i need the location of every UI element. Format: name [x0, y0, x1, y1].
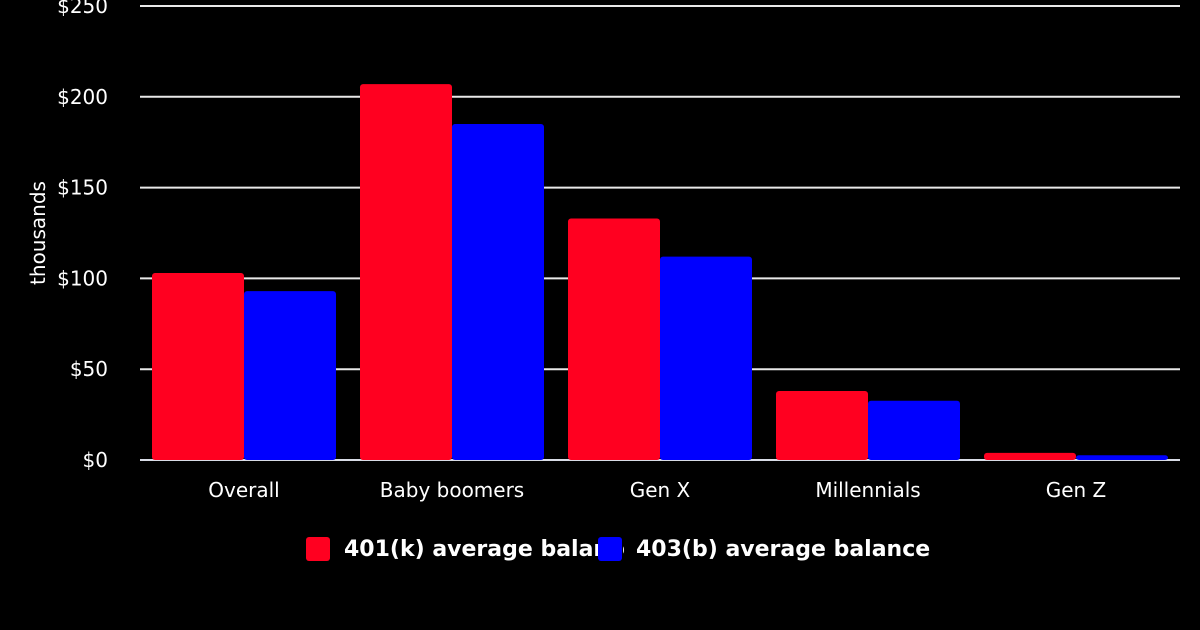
x-tick-label: Baby boomers	[380, 478, 524, 502]
bar-401k	[776, 390, 868, 460]
x-tick-label: Millennials	[815, 478, 920, 502]
y-tick-label: $250	[57, 0, 108, 18]
legend-swatch-403b	[598, 537, 622, 561]
bar-401k	[360, 84, 452, 460]
legend-swatch-401k	[306, 537, 330, 561]
y-tick-label: $150	[57, 176, 108, 200]
x-tick-label: Gen Z	[1046, 478, 1107, 502]
x-tick-label: Gen X	[630, 478, 691, 502]
bar-403b	[868, 400, 960, 460]
y-tick-label: $100	[57, 266, 108, 290]
bar-403b	[1076, 455, 1168, 460]
bar-401k	[568, 218, 660, 460]
y-axis-label: thousands	[26, 181, 50, 285]
x-tick-label: Overall	[208, 478, 279, 502]
bar-403b	[452, 124, 544, 460]
y-tick-label: $200	[57, 85, 108, 109]
legend-label-401k: 401(k) average balance	[344, 536, 624, 562]
y-tick-label: $50	[70, 357, 108, 381]
bar-401k	[152, 272, 244, 460]
y-tick-label: $0	[83, 448, 108, 472]
bar-403b	[660, 256, 752, 460]
legend: 401(k) average balance 403(b) average ba…	[306, 536, 930, 562]
legend-label-403b: 403(b) average balance	[636, 536, 931, 562]
bar-403b	[244, 291, 336, 460]
bar-401k	[984, 452, 1076, 460]
